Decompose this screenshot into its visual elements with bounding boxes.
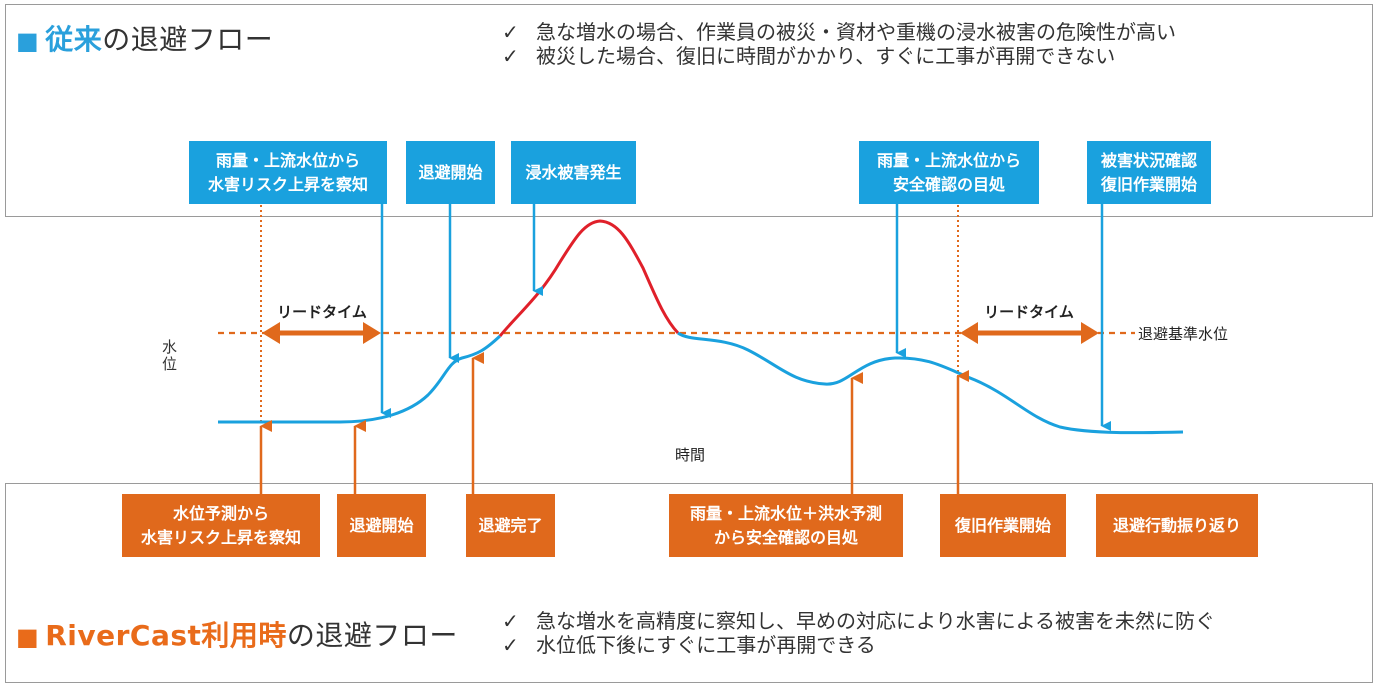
box-rc-evac-start: 退避開始 bbox=[337, 494, 426, 557]
y-axis-label: 水 位 bbox=[162, 338, 178, 373]
check-icon: ✓ bbox=[502, 609, 519, 633]
threshold-label: 退避基準水位 bbox=[1138, 325, 1228, 343]
lead-time-arrow-right bbox=[960, 322, 1099, 344]
water-level-curve-blue-end bbox=[677, 331, 1184, 435]
rivercast-bullets: ✓ 急な増水を高精度に察知し、早めの対応により水害による被害を未然に防ぐ ✓ 水位低… bbox=[502, 609, 1215, 657]
bullet-item: ✓ 水位低下後にすぐに工事が再開できる bbox=[502, 633, 876, 657]
water-level-curve-blue-start bbox=[218, 334, 502, 424]
box-evac-start: 退避開始 bbox=[406, 141, 495, 204]
box-rc-safety-check: 雨量・上流水位＋洪水予測 から安全確認の目処 bbox=[669, 494, 903, 557]
conventional-bullets: ✓ 急な増水の場合、作業員の被災・資材や重機の浸水被害の危険性が高い ✓ 被災した場… bbox=[502, 20, 1176, 68]
box-rain-risk-detect: 雨量・上流水位から 水害リスク上昇を察知 bbox=[189, 141, 387, 204]
check-icon: ✓ bbox=[502, 633, 519, 657]
box-evac-review: 退避行動振り返り bbox=[1096, 494, 1258, 557]
heading-accent: RiverCast利用時 bbox=[45, 619, 287, 652]
rivercast-flow-heading: ■ RiverCast利用時の退避フロー bbox=[16, 614, 458, 654]
check-icon: ✓ bbox=[502, 20, 519, 44]
bullet-item: ✓ 急な増水を高精度に察知し、早めの対応により水害による被害を未然に防ぐ bbox=[502, 609, 1215, 633]
heading-accent: 従来 bbox=[45, 23, 103, 56]
heading-rest: の退避フロー bbox=[286, 619, 458, 652]
box-flood-damage: 浸水被害発生 bbox=[511, 141, 636, 204]
water-level-curve-flood bbox=[498, 219, 680, 337]
box-damage-check-recovery: 被害状況確認 復旧作業開始 bbox=[1087, 141, 1211, 204]
lead-time-label-right: リードタイム bbox=[984, 303, 1074, 321]
x-axis-label: 時間 bbox=[675, 446, 705, 464]
check-icon: ✓ bbox=[502, 44, 519, 68]
conventional-flow-heading: ■ 従来の退避フロー bbox=[16, 18, 273, 58]
lead-time-label-left: リードタイム bbox=[277, 303, 367, 321]
box-forecast-risk-detect: 水位予測から 水害リスク上昇を察知 bbox=[122, 494, 320, 557]
heading-rest: の退避フロー bbox=[102, 23, 274, 56]
heading-square-icon: ■ bbox=[16, 623, 40, 651]
lead-time-arrow-left bbox=[262, 322, 381, 344]
bullet-item: ✓ 被災した場合、復旧に時間がかかり、すぐに工事が再開できない bbox=[502, 44, 1116, 68]
bullet-item: ✓ 急な増水の場合、作業員の被災・資材や重機の浸水被害の危険性が高い bbox=[502, 20, 1176, 44]
box-rain-safety-check: 雨量・上流水位から 安全確認の目処 bbox=[859, 141, 1039, 204]
box-recovery-start: 復旧作業開始 bbox=[940, 494, 1066, 557]
box-evac-complete: 退避完了 bbox=[466, 494, 555, 557]
heading-square-icon: ■ bbox=[16, 27, 40, 55]
